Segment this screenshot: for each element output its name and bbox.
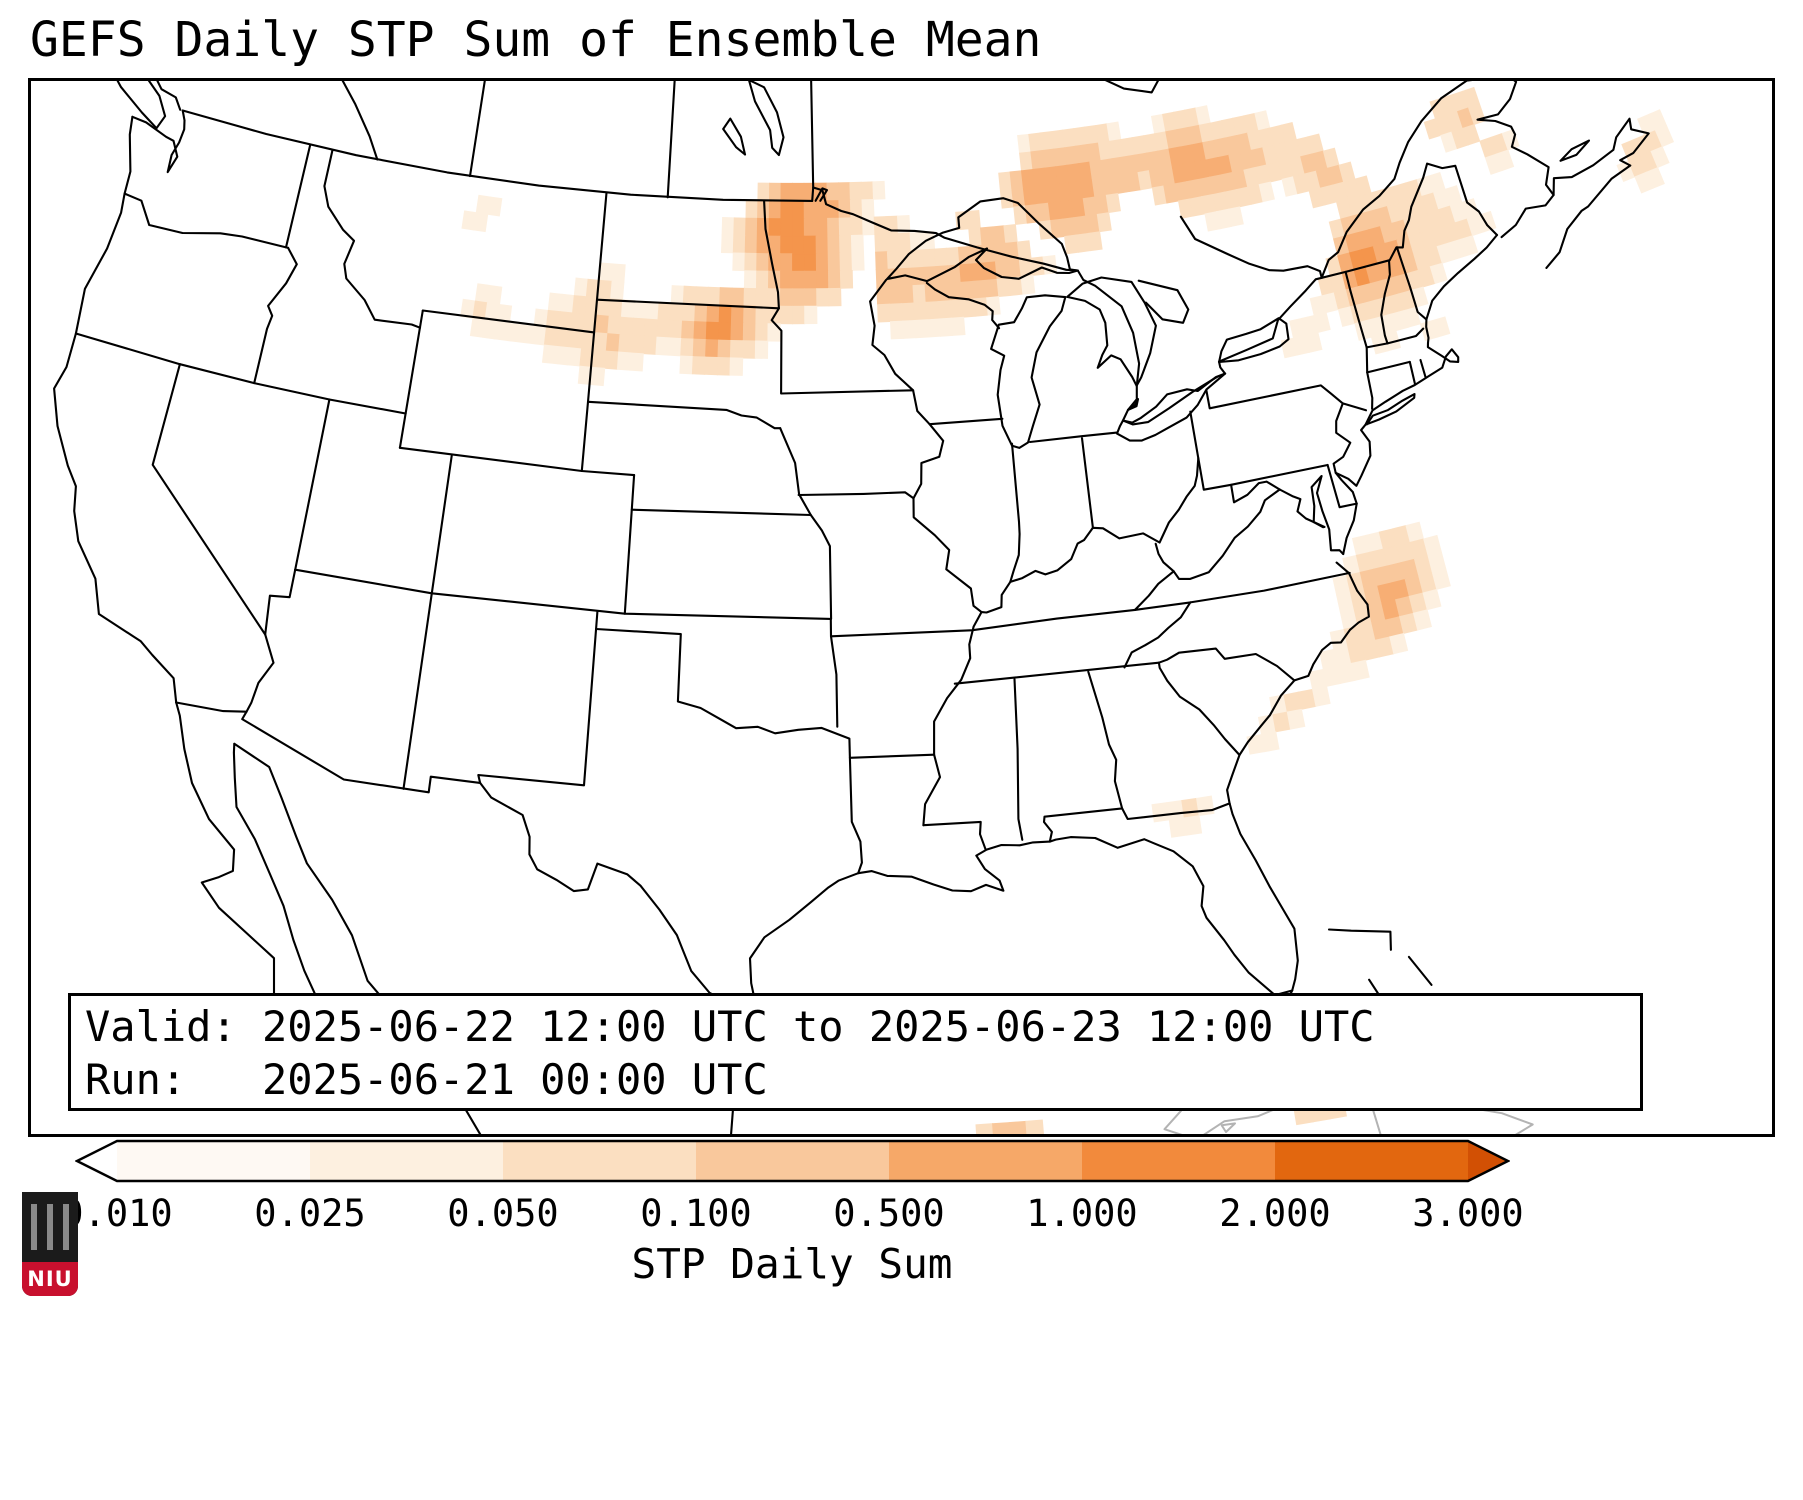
- niu-logo-text: NIU: [22, 1262, 78, 1296]
- colorbar-tick-labels: 0.010 0.025 0.050 0.100 0.500 1.000 2.000 3.000: [0, 1192, 1803, 1235]
- colorbar-tick-label: 3.000: [1412, 1192, 1524, 1235]
- validity-info-box: Valid: 2025-06-22 12:00 UTC to 2025-06-2…: [68, 993, 1643, 1111]
- colorbar-tick-label: 0.025: [254, 1192, 366, 1235]
- stp-cells-layer: [460, 86, 1675, 1137]
- niu-logo: NIU: [22, 1192, 78, 1296]
- colorbar-tick-label: 0.050: [447, 1192, 559, 1235]
- colorbar: [75, 1139, 1510, 1183]
- colorbar-tick-label: 1.000: [1026, 1192, 1138, 1235]
- us-map: [28, 78, 1775, 1137]
- colorbar-axis-label: STP Daily Sum: [631, 1240, 953, 1288]
- niu-castle-icon: [22, 1196, 78, 1262]
- colorbar-band: [310, 1141, 503, 1181]
- colorbar-over-arrow: [1468, 1141, 1508, 1181]
- map-figure: [28, 78, 1775, 1137]
- colorbar-band: [117, 1141, 310, 1181]
- colorbar-outline: [75, 1139, 1510, 1183]
- colorbar-band: [696, 1141, 889, 1181]
- run-time-text: Run: 2025-06-21 00:00 UTC: [85, 1055, 768, 1104]
- colorbar-tick-label: 0.010: [61, 1192, 173, 1235]
- plot-title: GEFS Daily STP Sum of Ensemble Mean: [30, 12, 1042, 68]
- valid-time-text: Valid: 2025-06-22 12:00 UTC to 2025-06-2…: [85, 1002, 1375, 1051]
- colorbar-tick-label: 2.000: [1219, 1192, 1331, 1235]
- colorbar-band: [889, 1141, 1082, 1181]
- colorbar-tick-label: 0.500: [833, 1192, 945, 1235]
- niu-shield-icon: NIU: [22, 1192, 78, 1296]
- colorbar-under-arrow: [77, 1141, 117, 1181]
- colorbar-band: [1275, 1141, 1468, 1181]
- colorbar-band: [503, 1141, 696, 1181]
- colorbar-band: [1082, 1141, 1275, 1181]
- colorbar-tick-label: 0.100: [640, 1192, 752, 1235]
- map-frame: [28, 78, 1775, 1137]
